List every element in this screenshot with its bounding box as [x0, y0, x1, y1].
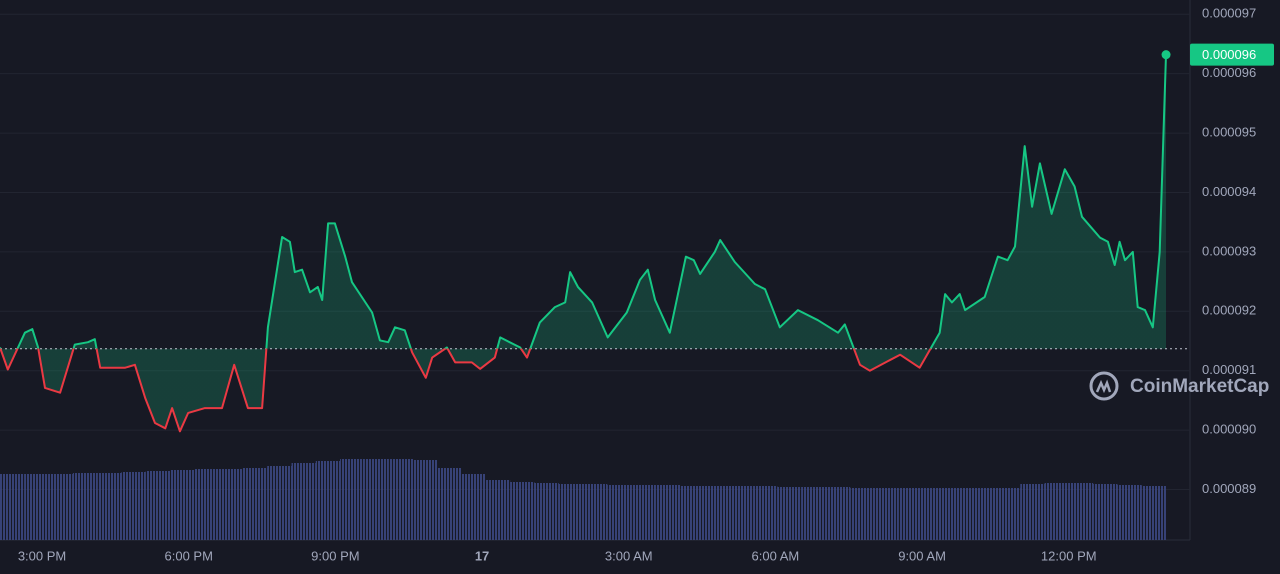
- volume-bar: [1068, 483, 1094, 540]
- volume-bar: [874, 488, 899, 540]
- price-line: [0, 54, 1167, 433]
- volume-bar: [437, 468, 462, 540]
- volume-bar: [923, 488, 948, 540]
- volume-bar: [583, 484, 608, 540]
- volume-bar: [534, 483, 559, 540]
- logo: [1089, 371, 1119, 401]
- y-tick-label: 0.000093: [1202, 243, 1256, 258]
- volume-bar: [850, 488, 875, 540]
- y-tick-label: 0.000091: [1202, 362, 1256, 377]
- x-tick-label: 17: [475, 548, 489, 563]
- volume-bar: [510, 482, 535, 540]
- volume-bar: [24, 474, 49, 540]
- y-tick-label: 0.000090: [1202, 422, 1256, 437]
- volume-bar: [558, 484, 584, 540]
- x-tick-label: 9:00 AM: [898, 548, 946, 563]
- volume-bar: [48, 474, 73, 540]
- y-tick-label: 0.000094: [1202, 184, 1256, 199]
- y-tick-label: 0.000096: [1202, 65, 1256, 80]
- volume-bar: [315, 461, 341, 540]
- volume-bar: [728, 486, 754, 540]
- volume-bar: [218, 469, 243, 540]
- volume-bar: [898, 488, 924, 540]
- volume-bar: [777, 487, 802, 540]
- volume-bar: [291, 463, 316, 540]
- y-tick-label: 0.000089: [1202, 481, 1256, 496]
- volume-bar: [1020, 484, 1045, 540]
- volume-bar: [267, 466, 292, 540]
- volume-bar: [412, 460, 438, 540]
- volume-bar: [0, 474, 25, 540]
- volume-bar: [461, 474, 486, 540]
- x-tick-label: 12:00 PM: [1041, 548, 1097, 563]
- volume-bar: [655, 485, 681, 540]
- x-tick-label: 9:00 PM: [311, 548, 359, 563]
- price-tag-label: 0.000096: [1202, 47, 1256, 62]
- volume-bar: [753, 486, 778, 540]
- volume-bar: [121, 472, 146, 540]
- volume-bar: [607, 485, 632, 540]
- volume-bar: [97, 473, 122, 540]
- volume-bar: [485, 480, 511, 540]
- x-tick-label: 6:00 PM: [165, 548, 213, 563]
- last-point: [1161, 50, 1171, 60]
- y-tick-label: 0.000095: [1202, 125, 1256, 140]
- y-tick-label: 0.000092: [1202, 303, 1256, 318]
- volume-bar: [145, 471, 171, 540]
- volume-bar: [971, 488, 996, 540]
- x-tick-label: 3:00 PM: [18, 548, 66, 563]
- volume-bar: [364, 459, 389, 540]
- x-tick-label: 3:00 AM: [605, 548, 653, 563]
- volume-bar: [631, 485, 656, 540]
- volume-bar: [340, 459, 365, 540]
- volume-bar: [680, 486, 705, 540]
- volume-bar: [1117, 485, 1142, 540]
- volume-bar: [170, 470, 195, 540]
- area: [0, 54, 1166, 432]
- y-tick-label: 0.000097: [1202, 6, 1256, 21]
- volume-bar: [1093, 484, 1118, 540]
- logo-mark: [1095, 379, 1112, 394]
- volume-bar: [1044, 483, 1069, 540]
- volume-bar: [242, 468, 268, 540]
- volume-bar: [1141, 486, 1167, 540]
- volume-bar: [947, 488, 972, 540]
- volume-bar: [194, 469, 219, 540]
- price-tag: [1190, 43, 1274, 66]
- volume-bar: [388, 459, 413, 540]
- watermark-text: CoinMarketCap: [1130, 376, 1269, 397]
- volume-bar: [825, 487, 851, 540]
- x-tick-label: 6:00 AM: [752, 548, 800, 563]
- volume-bar: [995, 488, 1021, 540]
- watermark: CoinMarketCap: [1089, 371, 1269, 401]
- volume-bar: [801, 487, 826, 540]
- volume-bar: [72, 473, 98, 540]
- volume-bar: [704, 486, 729, 540]
